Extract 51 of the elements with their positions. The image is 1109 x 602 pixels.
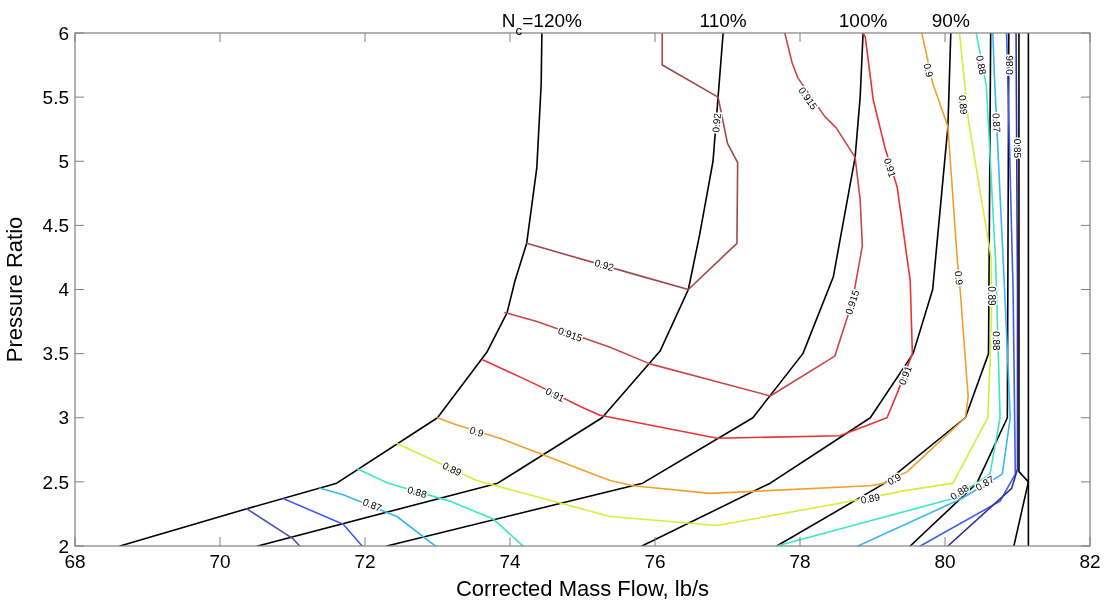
x-tick-label: 78 — [789, 551, 811, 572]
annotation: 0.91 — [543, 385, 567, 405]
annotation: 0.88 — [406, 484, 429, 501]
annotation: 0.86 — [1003, 54, 1016, 75]
y-tick-label: 6 — [58, 22, 69, 44]
annotation: 0.91 — [881, 156, 899, 179]
y-tick-label: 5.5 — [42, 86, 69, 108]
x-tick-label: 82 — [1079, 551, 1101, 572]
annotation: 0.87 — [973, 473, 997, 493]
line-series — [482, 33, 914, 440]
y-tick-label: 4 — [58, 279, 70, 301]
annotation: 0.88 — [948, 481, 972, 503]
annotation: 100% — [838, 10, 888, 31]
annotation: 0.915 — [843, 288, 862, 316]
annotation: 110% — [699, 10, 747, 31]
x-tick-label: 80 — [934, 551, 956, 572]
x-tick-label: 70 — [209, 551, 231, 572]
line-series — [947, 33, 1019, 546]
line-series — [119, 33, 543, 546]
line-series — [857, 33, 1012, 546]
annotation: 0.9 — [468, 424, 486, 440]
y-tick-label: 3 — [58, 407, 69, 429]
line-series — [1013, 33, 1030, 546]
y-tick-label: 5 — [58, 150, 69, 172]
annotation: 0.92 — [710, 112, 723, 133]
annotation: 0.85 — [1011, 138, 1024, 159]
annotation: 0.88 — [990, 330, 1003, 352]
annotation: 0.9 — [885, 471, 904, 488]
annotation: 0.87 — [990, 112, 1003, 134]
annotation: 90% — [931, 10, 970, 31]
annotation: 0.89 — [859, 491, 882, 506]
y-axis-title: Pressure Ratio — [2, 216, 27, 363]
annotation: 0.87 — [361, 496, 384, 514]
x-tick-label: 72 — [354, 551, 376, 572]
annotation: 0.89 — [440, 459, 464, 479]
x-tick-label: 74 — [499, 551, 521, 572]
annotation: 0.92 — [593, 257, 616, 274]
y-tick-label: 2.5 — [42, 471, 69, 493]
line-series — [641, 33, 952, 546]
line-series — [525, 33, 739, 291]
x-axis-title: Corrected Mass Flow, lb/s — [455, 576, 710, 601]
annotation: 0.9 — [952, 270, 965, 286]
annotation: 0.9 — [921, 62, 936, 79]
annotation: N$_{c}$=120% — [501, 10, 583, 38]
annotation: 0.88 — [974, 54, 989, 77]
annotation: 0.89 — [956, 94, 970, 116]
annotation: 0.915 — [556, 325, 585, 344]
y-tick-label: 4.5 — [42, 215, 69, 237]
annotation: 0.91 — [896, 363, 914, 387]
x-tick-label: 76 — [644, 551, 666, 572]
y-tick-label: 3.5 — [42, 343, 69, 365]
